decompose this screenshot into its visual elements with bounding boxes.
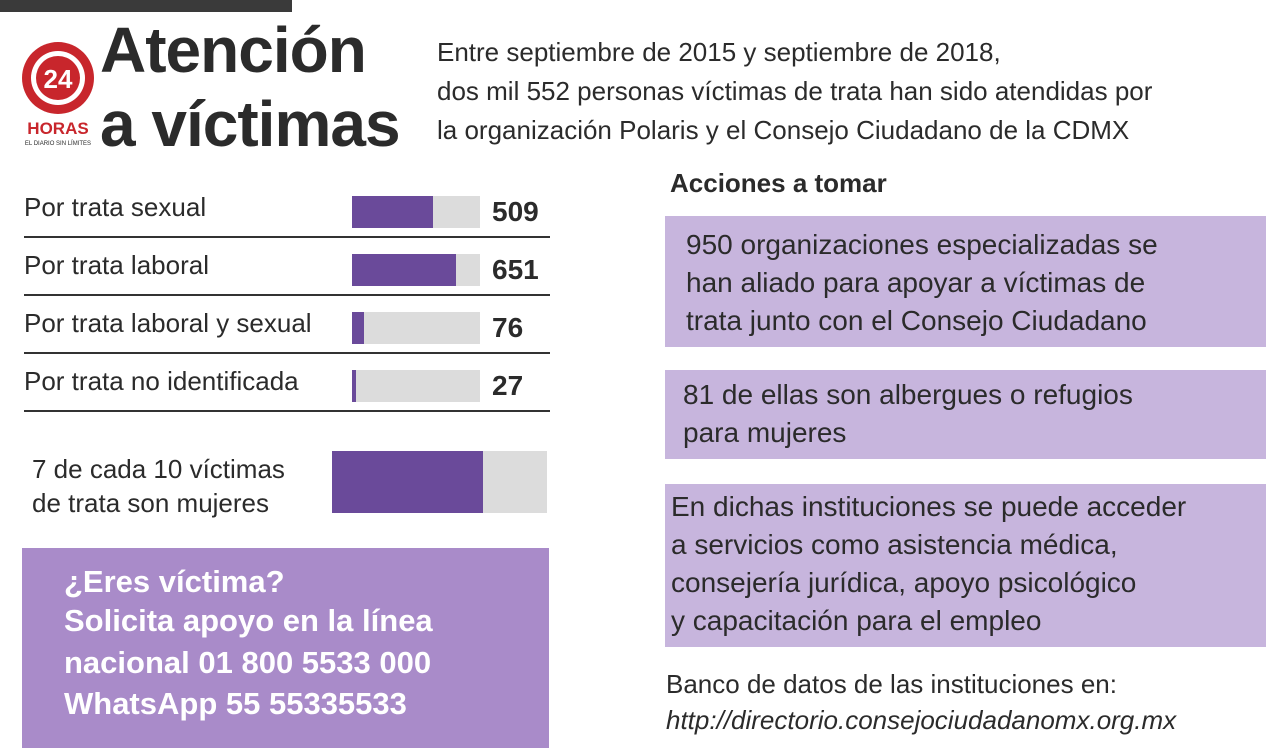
- action-box-shelters: 81 de ellas son albergues o refugios par…: [665, 370, 1266, 459]
- data-label: 651: [492, 254, 539, 285]
- bar-track: [352, 312, 480, 344]
- category-label: Por trata laboral y sexual: [24, 308, 312, 338]
- category-label: Por trata laboral: [24, 250, 209, 280]
- women-text-line: 7 de cada 10 víctimas: [32, 454, 285, 484]
- bar-track: [352, 254, 480, 286]
- action-line: han aliado para apoyar a víctimas de: [686, 267, 1146, 298]
- action-box-organizations: 950 organizaciones especializadas se han…: [665, 216, 1266, 347]
- women-text-line: de trata son mujeres: [32, 488, 270, 518]
- victims-bar-chart: Por trata sexual 509 Por trata laboral 6…: [24, 180, 550, 412]
- bar-track: [352, 370, 480, 402]
- page-title: Atención a víctimas: [100, 14, 401, 160]
- bar: [352, 312, 365, 344]
- help-phone: nacional 01 800 5533 000: [64, 645, 432, 680]
- intro-line: Entre septiembre de 2015 y septiembre de…: [437, 37, 1001, 67]
- bar: [352, 196, 434, 228]
- women-share-text: 7 de cada 10 víctimas de trata son mujer…: [32, 452, 285, 520]
- bar: [352, 254, 457, 286]
- intro-line: la organización Polaris y el Consejo Ciu…: [437, 115, 1130, 145]
- action-line: 950 organizaciones especializadas se: [686, 229, 1158, 260]
- intro-line: dos mil 552 personas víctimas de trata h…: [437, 76, 1153, 106]
- chart-row-sexual: Por trata sexual 509: [24, 180, 550, 238]
- chart-row-no-identificada: Por trata no identificada 27: [24, 354, 550, 412]
- newspaper-logo: 24 HORAS EL DIARIO SIN LÍMITES: [22, 42, 94, 147]
- database-text: Banco de datos de las instituciones en:: [666, 669, 1117, 699]
- title-line-1: Atención: [100, 14, 367, 86]
- women-bar-track: [332, 451, 547, 513]
- help-box: ¿Eres víctima? Solicita apoyo en la líne…: [22, 548, 549, 748]
- data-label: 27: [492, 370, 524, 401]
- intro-text: Entre septiembre de 2015 y septiembre de…: [437, 33, 1277, 150]
- action-box-services: En dichas instituciones se puede acceder…: [665, 484, 1266, 647]
- action-line: trata junto con el Consejo Ciudadano: [686, 305, 1147, 336]
- help-question: ¿Eres víctima?: [64, 564, 285, 599]
- action-line: 81 de ellas son albergues o refugios: [683, 379, 1133, 410]
- action-line: y capacitación para el empleo: [671, 605, 1042, 636]
- bar: [352, 370, 357, 402]
- bar-track: [352, 196, 480, 228]
- title-line-2: a víctimas: [100, 88, 401, 160]
- database-info: Banco de datos de las instituciones en: …: [666, 666, 1176, 738]
- action-line: consejería jurídica, apoyo psicológico: [671, 567, 1137, 598]
- help-line: Solicita apoyo en la línea: [64, 603, 433, 638]
- action-line: a servicios como asistencia médica,: [671, 529, 1118, 560]
- top-bar: [0, 0, 292, 12]
- category-label: Por trata no identificada: [24, 366, 299, 396]
- help-whatsapp: WhatsApp 55 55335533: [64, 686, 407, 721]
- action-line: para mujeres: [683, 417, 847, 448]
- logo-name: HORAS: [27, 119, 88, 138]
- chart-row-laboral: Por trata laboral 651: [24, 238, 550, 296]
- data-label: 509: [492, 196, 539, 227]
- actions-heading: Acciones a tomar: [670, 168, 887, 198]
- data-label: 76: [492, 312, 524, 343]
- logo-tagline: EL DIARIO SIN LÍMITES: [25, 140, 91, 147]
- women-bar: [332, 451, 483, 513]
- chart-row-laboral-sexual: Por trata laboral y sexual 76: [24, 296, 550, 354]
- logo-number: 24: [44, 64, 73, 94]
- action-line: En dichas instituciones se puede acceder: [671, 491, 1187, 522]
- category-label: Por trata sexual: [24, 192, 207, 222]
- database-url: http://directorio.consejociudadanomx.org…: [666, 705, 1177, 735]
